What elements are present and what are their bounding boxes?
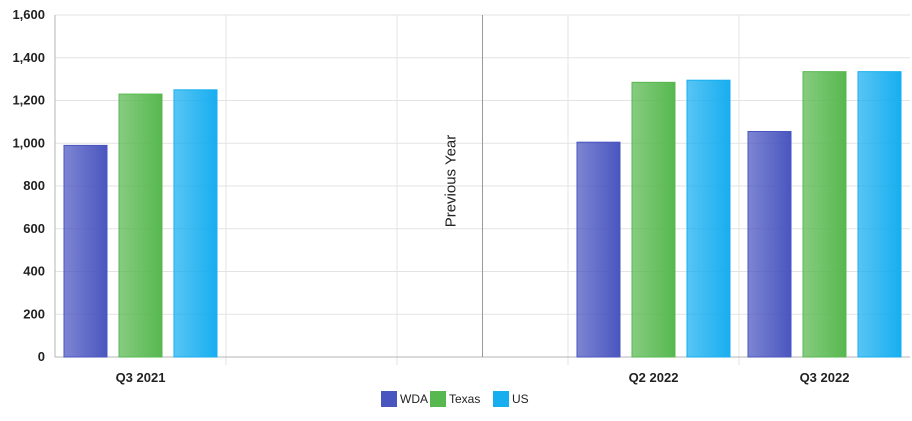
bar-texas-q2-2022 [631, 81, 676, 358]
bar-texas-q3-2021 [118, 93, 163, 358]
y-tick-label: 800 [23, 178, 45, 193]
legend-swatch-wda [381, 391, 397, 407]
legend: WDA Texas US [381, 391, 529, 407]
legend-label-us: US [512, 392, 529, 406]
previous-year-annotation: Previous Year [443, 135, 460, 228]
y-tick-labels: 0 200 400 600 800 1,000 1,200 1,400 1,600 [12, 7, 45, 364]
bar-us-q3-2022 [857, 71, 902, 358]
y-tick-label: 1,200 [12, 93, 45, 108]
bar-wda-q2-2022 [576, 141, 621, 358]
legend-label-wda: WDA [400, 392, 428, 406]
x-tick-label: Q2 2022 [629, 370, 679, 385]
x-tick-label: Q3 2022 [800, 370, 850, 385]
x-tick-labels: Q3 2021 Q2 2022 Q3 2022 [116, 370, 850, 385]
y-tick-label: 1,400 [12, 50, 45, 65]
bar-us-q3-2021 [173, 89, 218, 358]
bar-wda-q3-2021 [63, 144, 108, 358]
bar-us-q2-2022 [686, 79, 731, 358]
legend-label-texas: Texas [449, 392, 480, 406]
y-tick-label: 200 [23, 306, 45, 321]
y-tick-label: 600 [23, 221, 45, 236]
legend-swatch-us [493, 391, 509, 407]
legend-swatch-texas [430, 391, 446, 407]
bars [63, 71, 902, 358]
y-tick-label: 1,000 [12, 135, 45, 150]
y-tick-label: 1,600 [12, 7, 45, 22]
bar-wda-q3-2022 [747, 130, 792, 358]
y-tick-label: 400 [23, 264, 45, 279]
x-tick-label: Q3 2021 [116, 370, 166, 385]
y-tick-label: 0 [38, 349, 45, 364]
bar-texas-q3-2022 [802, 71, 847, 358]
